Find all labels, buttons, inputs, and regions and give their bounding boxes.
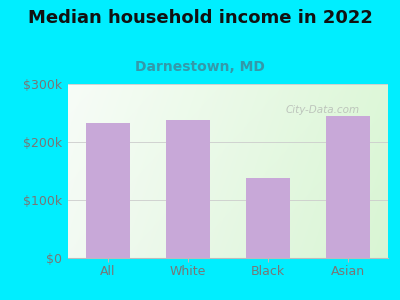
Bar (326, 116, 370, 258)
Text: Darnestown, MD: Darnestown, MD (135, 60, 265, 74)
Bar (166, 120, 210, 258)
Text: Median household income in 2022: Median household income in 2022 (28, 9, 372, 27)
Text: City-Data.com: City-Data.com (286, 105, 360, 115)
Bar (86, 123, 130, 258)
Bar (246, 178, 290, 258)
